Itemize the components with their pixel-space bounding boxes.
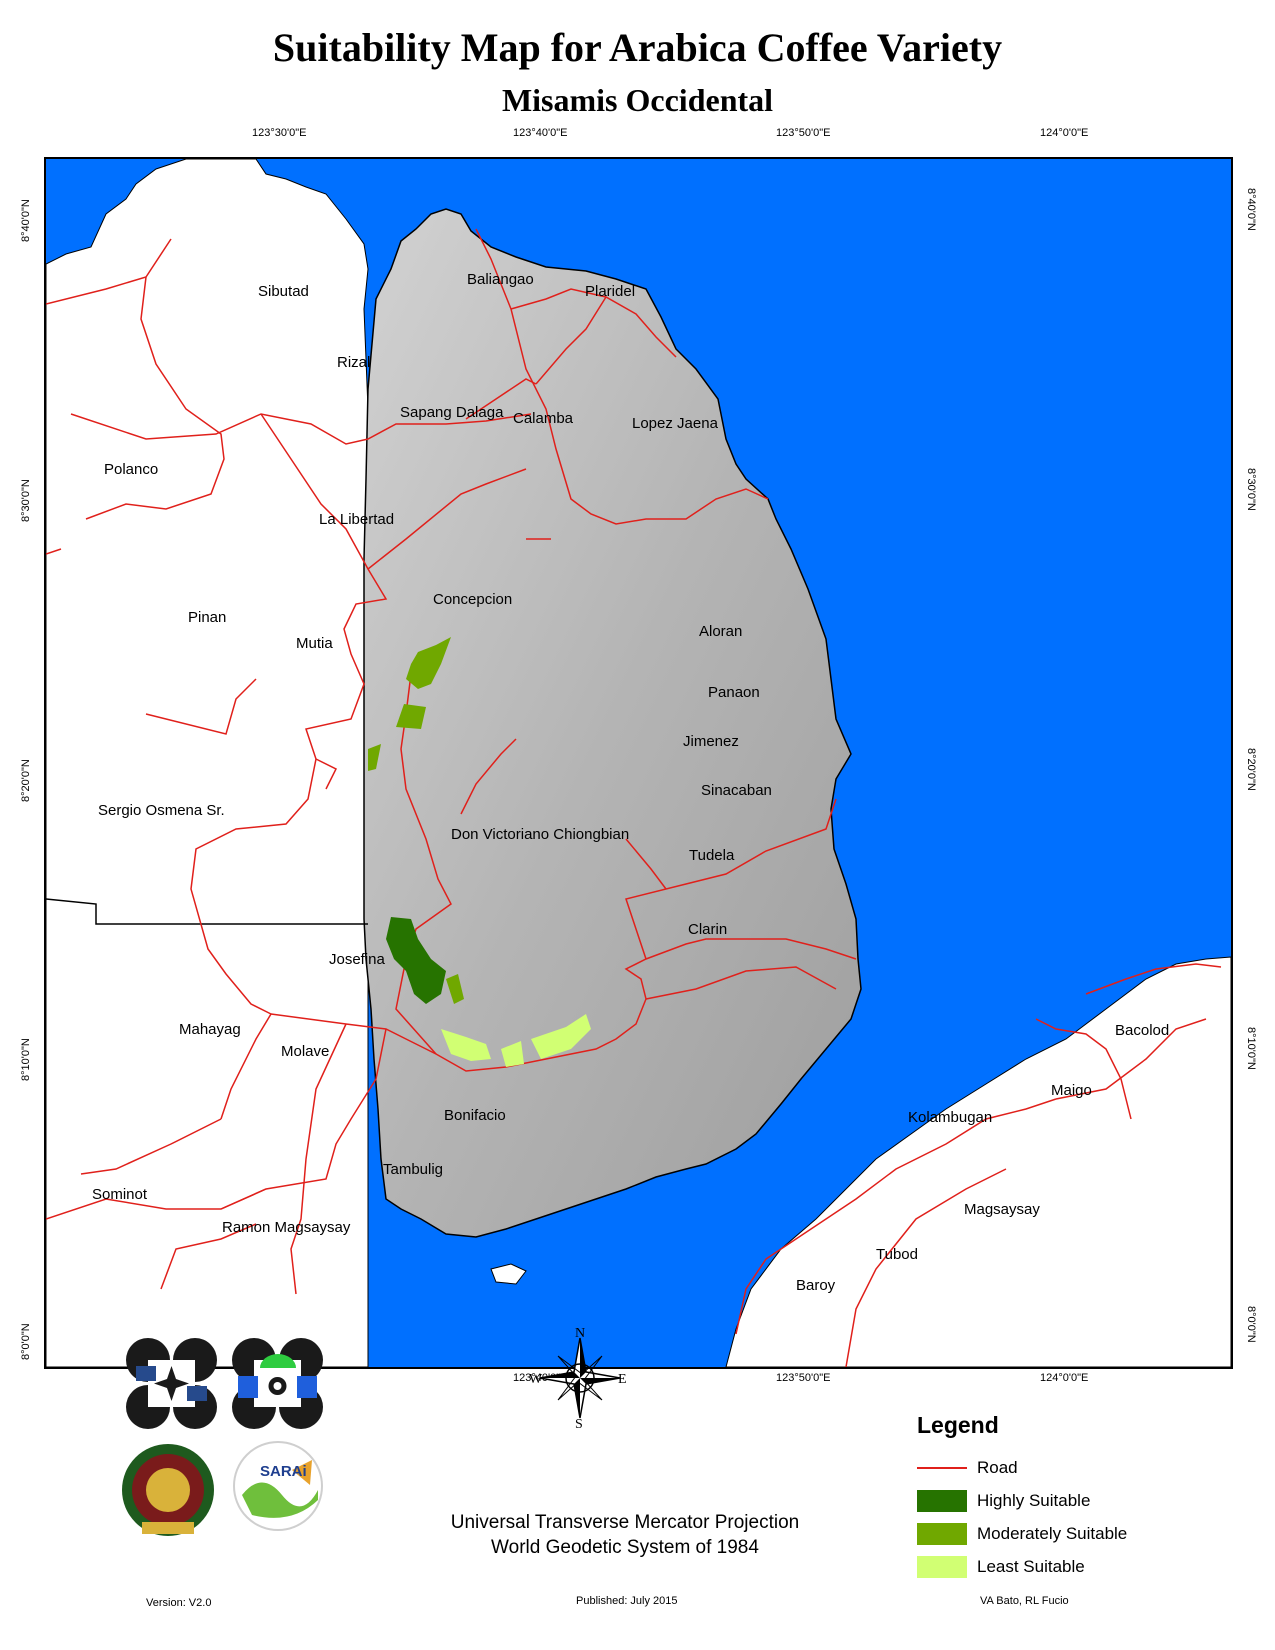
sarai-logo-text: SARAi	[260, 1463, 307, 1480]
lat-label-left: 8°30'0"N	[20, 479, 32, 522]
compass-s: S	[575, 1417, 583, 1428]
moderately-suitable-area	[446, 974, 464, 1004]
compass-rose-icon: N S E W	[529, 1326, 630, 1433]
lon-label-top: 123°30'0"E	[252, 127, 307, 139]
boundary-line	[46, 898, 368, 925]
sarai-logo: SARAi	[232, 1440, 324, 1537]
legend-item-least-suitable: Least Suitable	[917, 1550, 1217, 1583]
place-label: Ramon Magsaysay	[222, 1219, 351, 1236]
place-label: Calamba	[513, 410, 574, 427]
university-seal-logo	[118, 1440, 218, 1545]
province-land	[363, 208, 862, 1238]
legend-title: Legend	[917, 1412, 999, 1438]
lat-label-right: 8°30'0"N	[1245, 468, 1257, 511]
least-suitable-area	[441, 1029, 491, 1061]
lon-label-top: 124°0'0"E	[1040, 127, 1089, 139]
place-label: Clarin	[688, 921, 727, 938]
legend-item-moderately-suitable: Moderately Suitable	[917, 1517, 1217, 1550]
moderately-suitable-area	[368, 744, 381, 771]
lon-label-bottom: 124°0'0"E	[1040, 1372, 1089, 1384]
map-title: Suitability Map for Arabica Coffee Varie…	[272, 25, 1003, 70]
lon-label-top: 123°50'0"E	[776, 127, 831, 139]
moderately-suitable-area	[406, 637, 451, 689]
lat-label-left: 8°10'0"N	[20, 1038, 32, 1081]
lat-label-left: 8°0'0"N	[20, 1323, 32, 1360]
place-label: Polanco	[104, 461, 158, 478]
projection-line: Universal Transverse Mercator Projection	[450, 1512, 800, 1533]
road-symbol	[917, 1466, 967, 1469]
projection-info: Universal Transverse Mercator Projection…	[390, 1510, 860, 1560]
road-network	[46, 228, 1222, 1367]
suitability-areas	[368, 637, 591, 1067]
lon-label-top: 123°40'0"E	[513, 127, 568, 139]
lat-label-right: 8°0'0"N	[1245, 1306, 1257, 1343]
dost-logo	[124, 1336, 219, 1436]
moderately-suitable-swatch	[917, 1522, 967, 1545]
legend-item-road: Road	[917, 1451, 1217, 1484]
legend-label: Highly Suitable	[977, 1490, 1091, 1510]
lon-label-bottom: 123°50'0"E	[776, 1372, 831, 1384]
place-label: Mahayag	[179, 1021, 241, 1038]
highly-suitable-area	[386, 917, 446, 1004]
lat-label-right: 8°20'0"N	[1245, 748, 1257, 791]
place-label: Rizal	[337, 354, 370, 371]
map-frame[interactable]: Sibutad Baliangao Plaridel Rizal Sapang …	[44, 157, 1233, 1369]
map-subtitle: Misamis Occidental	[501, 82, 774, 118]
place-label: Sinacaban	[701, 782, 772, 799]
highly-suitable-swatch	[917, 1489, 967, 1512]
compass-n: N	[575, 1328, 585, 1341]
place-label: Sominot	[92, 1186, 148, 1203]
compass-w: W	[530, 1372, 543, 1387]
legend: Legend Road Highly Suitable Moderately S…	[917, 1412, 1217, 1583]
lat-label-left: 8°20'0"N	[20, 759, 32, 802]
place-label: Sergio Osmena Sr.	[98, 802, 225, 819]
place-label: Tambulig	[383, 1161, 443, 1178]
place-label: Tubod	[876, 1246, 918, 1263]
place-label: Mutia	[296, 635, 333, 652]
least-suitable-area	[501, 1041, 524, 1067]
place-label: Aloran	[699, 623, 742, 640]
place-label: Baliangao	[467, 271, 534, 288]
place-label: Bacolod	[1115, 1022, 1169, 1039]
lat-label-right: 8°10'0"N	[1245, 1027, 1257, 1070]
least-suitable-area	[531, 1014, 591, 1059]
map-canvas[interactable]: Sibutad Baliangao Plaridel Rizal Sapang …	[46, 159, 1231, 1367]
place-label: Concepcion	[433, 591, 512, 608]
lat-label-left: 8°40'0"N	[20, 199, 32, 242]
lat-label-right: 8°40'0"N	[1245, 188, 1257, 231]
island	[490, 1263, 527, 1285]
place-labels: Sibutad Baliangao Plaridel Rizal Sapang …	[92, 271, 1169, 1294]
legend-item-highly-suitable: Highly Suitable	[917, 1484, 1217, 1517]
place-label: Maigo	[1051, 1082, 1092, 1099]
place-label: Josefina	[329, 951, 386, 968]
place-label: Pinan	[188, 609, 226, 626]
western-landmass	[46, 159, 369, 1367]
moderately-suitable-area	[396, 704, 426, 729]
version-text: Version: V2.0	[146, 1597, 212, 1609]
place-label: Plaridel	[585, 283, 635, 300]
datum-line: World Geodetic System of 1984	[491, 1537, 759, 1558]
place-label: Don Victoriano Chiongbian	[451, 826, 629, 843]
place-label: Jimenez	[683, 733, 739, 750]
least-suitable-swatch	[917, 1555, 967, 1578]
compass-e: E	[618, 1372, 627, 1387]
place-label: Kolambugan	[908, 1109, 992, 1126]
legend-label: Least Suitable	[977, 1556, 1085, 1576]
published-text: Published: July 2015	[576, 1595, 678, 1607]
legend-label: Road	[977, 1457, 1018, 1477]
place-label: Bonifacio	[444, 1107, 506, 1124]
place-label: Sibutad	[258, 283, 309, 300]
place-label: Lopez Jaena	[632, 415, 719, 432]
pcaarrd-logo	[230, 1336, 325, 1436]
authors-text: VA Bato, RL Fucio	[980, 1595, 1069, 1607]
place-label: Magsaysay	[964, 1201, 1040, 1218]
place-label: Baroy	[796, 1277, 836, 1294]
place-label: Tudela	[689, 847, 735, 864]
place-label: Sapang Dalaga	[400, 404, 504, 421]
place-label: Panaon	[708, 684, 760, 701]
place-label: La Libertad	[319, 511, 394, 528]
place-label: Molave	[281, 1043, 329, 1060]
legend-label: Moderately Suitable	[977, 1523, 1128, 1543]
